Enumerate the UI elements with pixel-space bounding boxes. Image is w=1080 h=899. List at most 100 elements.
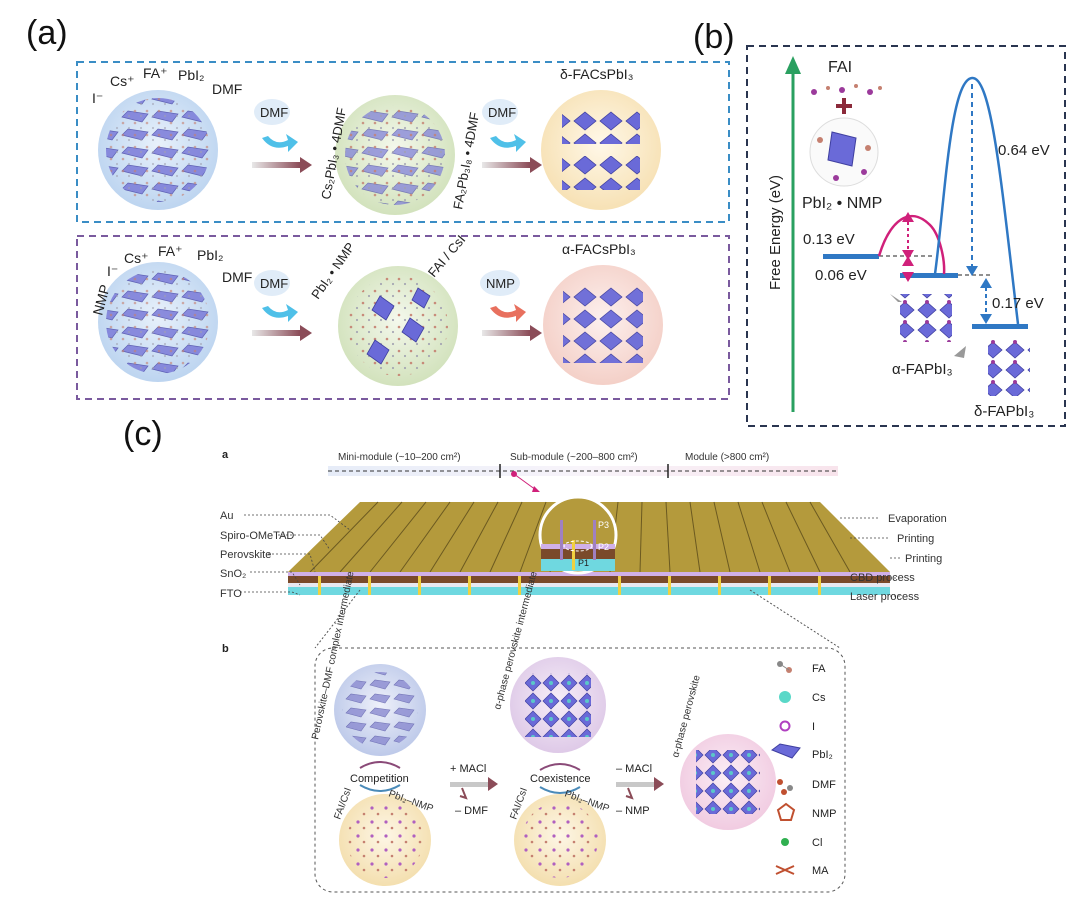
- top-swirl-arrow-2: [490, 134, 526, 152]
- remove-dmf-label: – DMF: [455, 805, 488, 817]
- panel-b-diagram: Free Energy (eV) FAI PbI₂ • NMP 0.13 eV …: [746, 45, 1066, 427]
- module-fto-layer: [288, 587, 890, 595]
- bottom-arrow-2: [482, 330, 530, 336]
- layer-fto: FTO: [220, 588, 242, 600]
- fai-molecules-icon: [811, 84, 882, 95]
- module-perovskite-layer: [288, 576, 890, 583]
- layer-perovskite: Perovskite: [220, 549, 271, 561]
- product-delta: δ-FAPbI₃: [974, 403, 1034, 420]
- bottom-swirl-arrow-2: [490, 304, 526, 322]
- energy-0-17: 0.17 eV: [992, 295, 1044, 312]
- layer-au: Au: [220, 510, 233, 522]
- process-printing-1: Printing: [897, 533, 934, 545]
- legend-nmp: NMP: [812, 808, 836, 820]
- bottom-row-frame: [76, 235, 730, 400]
- scribe-p1: P1: [578, 558, 589, 568]
- scribe-magnifier: [538, 495, 618, 575]
- remove-nmp-label: – NMP: [616, 805, 650, 817]
- panel-c-diagram: a b Mini-module (~10–200 cm²) Sub-module…: [220, 449, 947, 893]
- legend-cs: Cs: [812, 692, 826, 704]
- sub-label-b: b: [222, 643, 229, 655]
- legend-pbi2: PbI₂: [812, 749, 833, 761]
- scribe-p2: P2: [598, 542, 609, 552]
- top-species-dmf: DMF: [212, 81, 242, 97]
- bottom-species-fa: FA⁺: [158, 243, 183, 259]
- alpha-fapbi3-structure-icon: [890, 294, 952, 342]
- legend-dmf: DMF: [812, 779, 836, 791]
- scale-mini: Mini-module (~10–200 cm²): [338, 452, 461, 463]
- product-alpha: α-FAPbI₃: [892, 361, 953, 378]
- legend-fa: FA: [812, 663, 826, 675]
- process-evaporation: Evaporation: [888, 513, 947, 525]
- species-legend: FA Cs I PbI₂ DMF NMP Cl MA: [770, 661, 836, 877]
- module-spiro-layer: [288, 572, 890, 576]
- legend-i: I: [812, 721, 815, 733]
- top-species-cs: Cs⁺: [110, 73, 135, 89]
- panel-b-label: (b): [693, 18, 735, 56]
- bottom-intermediate-right: FAI / CsI: [425, 232, 469, 280]
- scribe-p3: P3: [598, 520, 609, 530]
- sub-label-a: a: [222, 449, 229, 461]
- top-solvent-1: DMF: [260, 105, 288, 120]
- bottom-solvent-1: DMF: [260, 276, 288, 291]
- panel-c-label: (c): [123, 415, 163, 453]
- bottom-arrow-1: [252, 330, 300, 336]
- bottom-species-pbi2: PbI₂: [197, 247, 223, 263]
- bottom-species-i: I⁻: [107, 263, 118, 279]
- axis-arrowhead: [785, 56, 801, 74]
- coexistence-label: Coexistence: [530, 773, 591, 785]
- y-axis-label: Free Energy (eV): [767, 175, 784, 290]
- add-macl-label: + MACl: [450, 763, 486, 775]
- top-arrow-2: [482, 162, 530, 168]
- delta-fapbi3-structure-icon: [954, 340, 1030, 396]
- process-laser: Laser process: [850, 591, 920, 603]
- level-alpha: [900, 273, 958, 278]
- alpha-phase-lattice: [563, 287, 643, 363]
- bottom-product-label: α-FACsPbI₃: [562, 241, 636, 257]
- top-species-pbi2: PbI₂: [178, 67, 204, 83]
- legend-i-icon: [779, 720, 791, 732]
- level-delta: [972, 324, 1028, 329]
- top-product-sphere: [541, 90, 661, 210]
- competition-label: Competition: [350, 773, 409, 785]
- bottom-species-nmp: NMP: [89, 283, 113, 317]
- bottom-swirl-arrow-1: [262, 304, 298, 322]
- process-printing-2: Printing: [905, 553, 942, 565]
- top-product-label: δ-FACsPbI₃: [560, 66, 633, 82]
- process-cbd: CBD process: [850, 572, 915, 584]
- energy-0-06: 0.06 eV: [815, 267, 867, 284]
- level-reactant: [823, 254, 879, 259]
- bottom-species-cs: Cs⁺: [124, 250, 149, 266]
- top-dmf-bubble-2: [482, 99, 518, 125]
- top-arrow-1: [252, 162, 300, 168]
- scale-module: Module (>800 cm²): [685, 452, 769, 463]
- layer-spiro: Spiro-OMeTAD: [220, 530, 294, 542]
- curve-small-barrier: [877, 214, 946, 275]
- scale-sub: Sub-module (~200–800 cm²): [510, 452, 638, 463]
- remove-macl-label: – MACl: [616, 763, 652, 775]
- top-intermediate-right: FA₂Pb₃I₈ • 4DMF: [450, 111, 482, 210]
- plus-icon: [836, 98, 852, 114]
- legend-cl-icon: [781, 838, 789, 846]
- bottom-species-dmf: DMF: [222, 269, 252, 285]
- module-sno2-layer: [288, 583, 890, 587]
- legend-fa-icon: [777, 661, 792, 673]
- panel-b-frame: [746, 45, 1066, 427]
- legend-dmf-icon: [777, 779, 793, 795]
- reactant-pbi2-nmp: PbI₂ • NMP: [802, 195, 882, 212]
- energy-0-13: 0.13 eV: [803, 231, 855, 248]
- process-flow-frame: [314, 647, 846, 893]
- top-solvent-2: DMF: [488, 105, 516, 120]
- top-species-i: I⁻: [92, 90, 103, 106]
- top-swirl-arrow-1: [262, 134, 298, 152]
- bottom-nmp-bubble: [480, 270, 520, 296]
- reactant-fai: FAI: [828, 59, 852, 76]
- energy-0-64: 0.64 eV: [998, 142, 1050, 159]
- top-dmf-bubble-1: [254, 99, 290, 125]
- legend-nmp-icon: [776, 802, 796, 821]
- legend-pbi2-icon: [770, 743, 801, 759]
- bottom-dmf-bubble: [254, 270, 290, 296]
- layer-sno2: SnO₂: [220, 568, 246, 580]
- panel-a-label: (a): [26, 14, 68, 52]
- top-row-frame: [76, 61, 730, 223]
